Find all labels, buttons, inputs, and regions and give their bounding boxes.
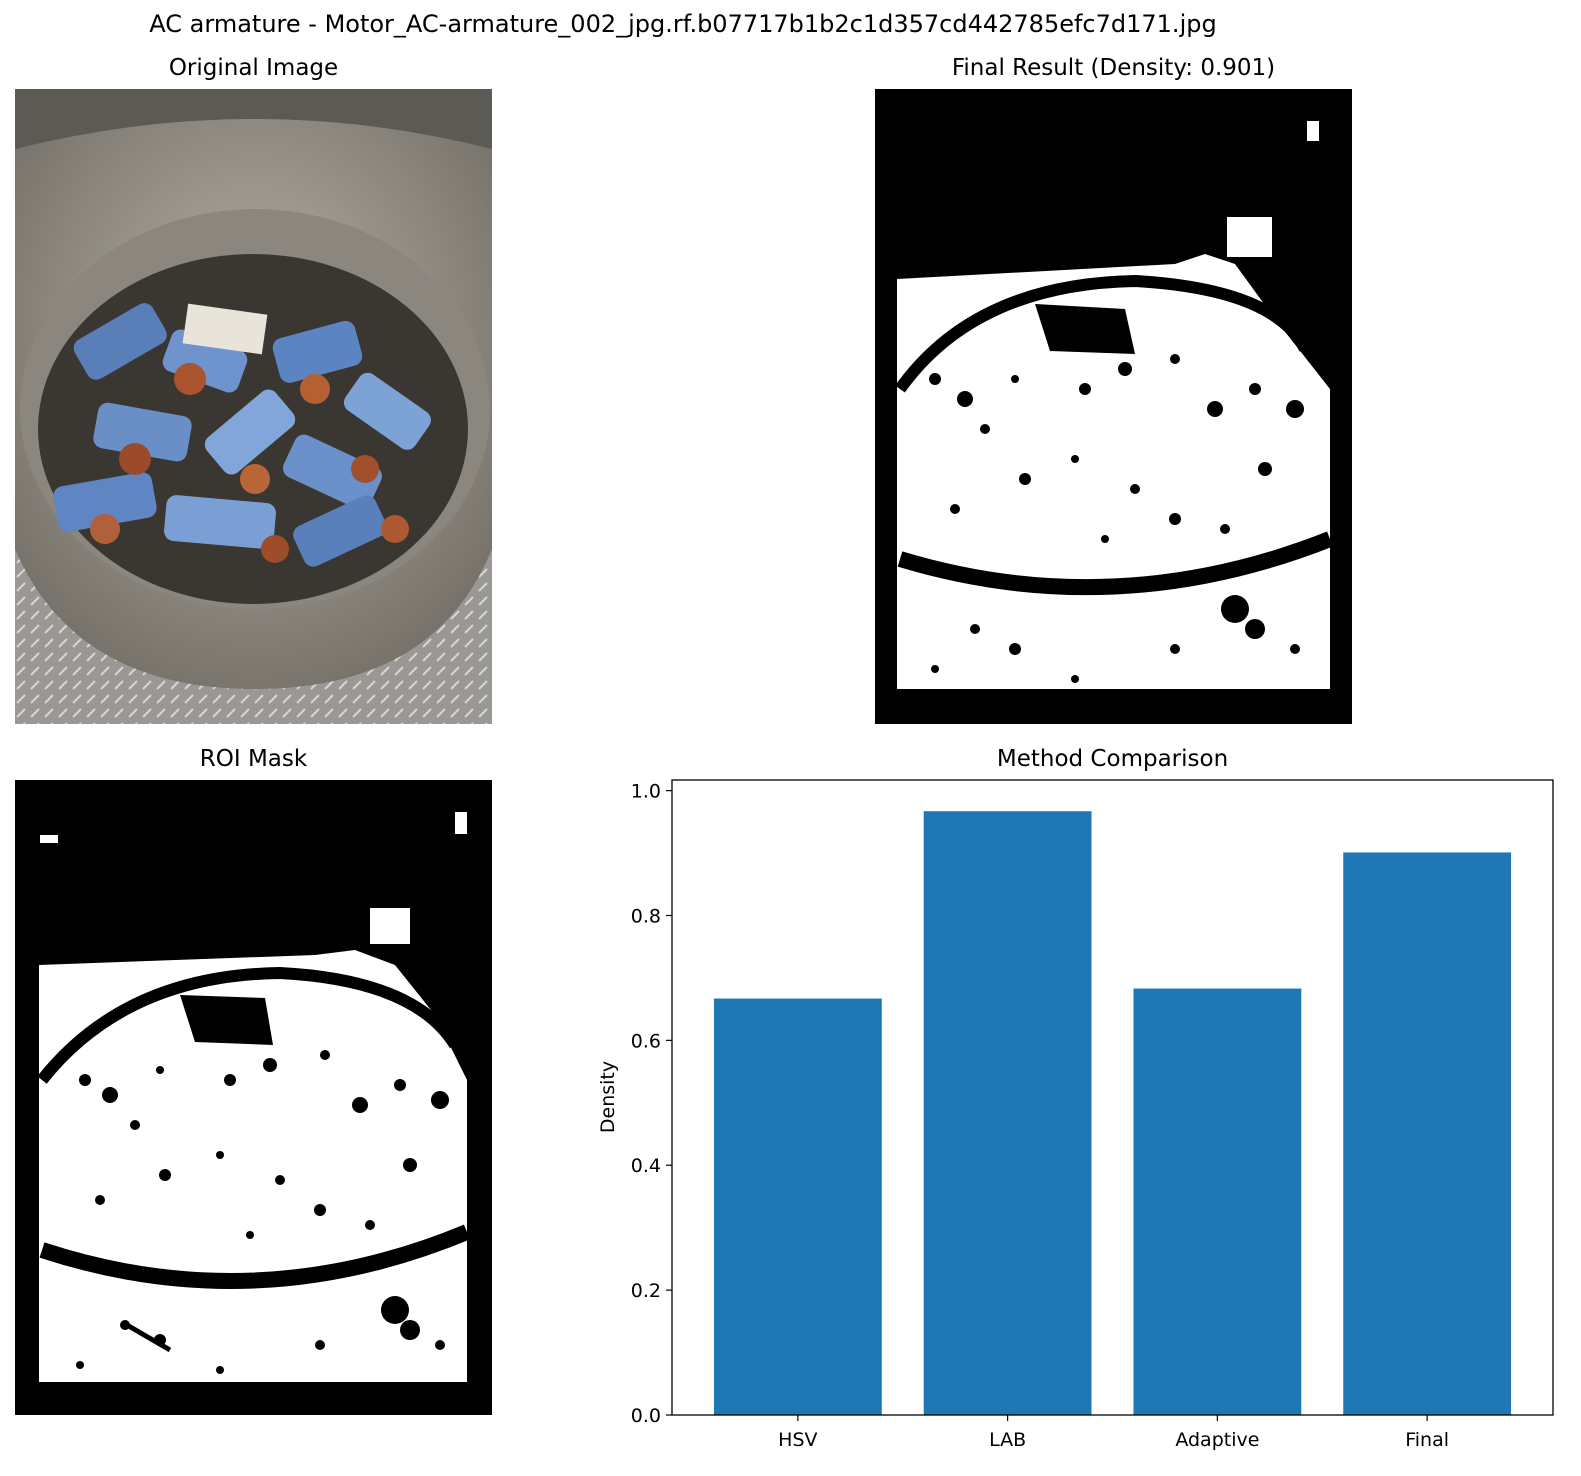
figure-suptitle: AC armature - Motor_AC-armature_002_jpg.… <box>149 10 1217 38</box>
x-tick-label: LAB <box>989 1429 1026 1451</box>
bar-final <box>1343 852 1512 1415</box>
plot-frame <box>671 779 1554 1416</box>
x-tick-label: Final <box>1405 1429 1449 1451</box>
armature-cluster <box>53 303 431 567</box>
x-axis-ticks: HSV LAB Adaptive Final <box>778 1415 1449 1451</box>
original-image-title: Original Image <box>168 55 339 81</box>
roi-mask-drawing <box>15 780 492 1415</box>
y-tick-label: 0.0 <box>631 1405 661 1427</box>
bar-hsv <box>713 998 882 1415</box>
y-tick-label: 0.2 <box>631 1280 661 1302</box>
y-axis-ticks: 0.0 0.2 0.4 0.6 0.8 1.0 <box>631 781 672 1427</box>
bar-lab <box>923 811 1092 1415</box>
roi-mask-title: ROI Mask <box>199 746 308 772</box>
original-photo-drawing <box>15 89 492 724</box>
bars-group <box>713 811 1512 1415</box>
x-tick-label: HSV <box>778 1429 817 1451</box>
y-tick-label: 0.6 <box>631 1030 661 1052</box>
bar-adaptive <box>1133 988 1302 1415</box>
y-tick-label: 0.4 <box>631 1155 661 1177</box>
y-tick-label: 1.0 <box>631 781 661 803</box>
y-tick-label: 0.8 <box>631 905 661 927</box>
final-mask-drawing <box>875 89 1352 724</box>
final-result-title: Final Result (Density: 0.901) <box>951 55 1276 81</box>
y-axis-label: Density <box>597 1061 619 1133</box>
x-tick-label: Adaptive <box>1175 1429 1259 1451</box>
method-comparison-title: Method Comparison <box>996 746 1229 772</box>
roi-mask <box>15 780 492 1415</box>
final-result-mask <box>875 89 1352 724</box>
original-image <box>15 89 492 724</box>
